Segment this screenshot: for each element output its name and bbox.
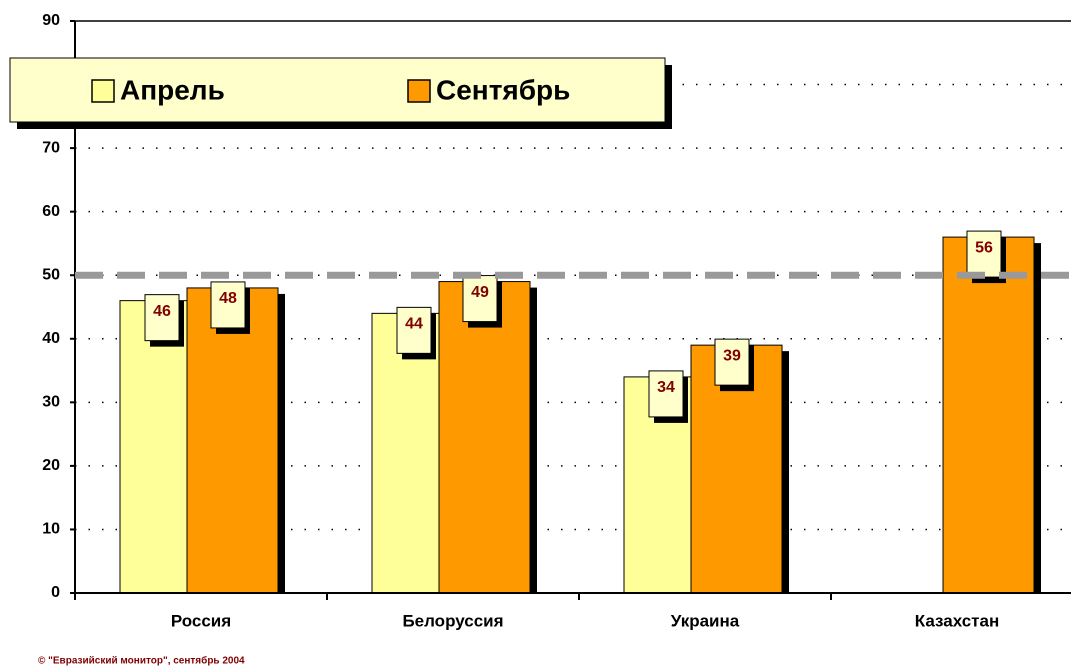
footnote: © "Евразийский монитор", сентябрь 2004	[38, 655, 245, 667]
y-tick-label: 60	[42, 203, 60, 220]
bar	[438, 281, 531, 594]
data-label: 46	[153, 303, 171, 320]
y-tick-label: 30	[42, 394, 60, 411]
data-label: 48	[219, 290, 237, 307]
y-tick-label: 90	[42, 12, 60, 29]
legend	[9, 57, 666, 123]
y-tick-label: 40	[42, 330, 60, 347]
y-tick-label: 70	[42, 139, 60, 156]
x-tick-label: Белоруссия	[402, 611, 503, 630]
bar-shadow	[782, 351, 789, 593]
y-tick-label: 0	[51, 584, 60, 601]
label-box	[648, 370, 684, 418]
label-box	[714, 338, 750, 386]
label-box	[144, 294, 180, 342]
label-box	[210, 281, 246, 329]
x-tick-label: Казахстан	[915, 611, 999, 630]
legend-label: Сентябрь	[436, 74, 570, 105]
bar-shadow	[1034, 243, 1041, 594]
y-tick-label: 50	[42, 266, 60, 283]
data-label: 34	[657, 379, 675, 396]
data-label: 39	[723, 347, 741, 364]
x-tick-label: Россия	[171, 611, 231, 630]
y-tick-label: 10	[42, 521, 60, 538]
bar-shadow	[278, 293, 285, 593]
x-tick-label: Украина	[671, 611, 740, 630]
legend-swatch	[91, 79, 115, 103]
data-label: 56	[975, 239, 993, 256]
bar-shadow	[530, 287, 537, 593]
bar	[942, 236, 1035, 594]
label-box	[966, 230, 1002, 278]
data-label: 49	[471, 284, 489, 301]
label-box	[462, 275, 498, 323]
legend-swatch	[407, 79, 431, 103]
bar	[186, 287, 279, 594]
y-tick-label: 20	[42, 457, 60, 474]
legend-label: Апрель	[120, 74, 225, 105]
data-label: 44	[405, 316, 423, 333]
label-box	[396, 306, 432, 354]
